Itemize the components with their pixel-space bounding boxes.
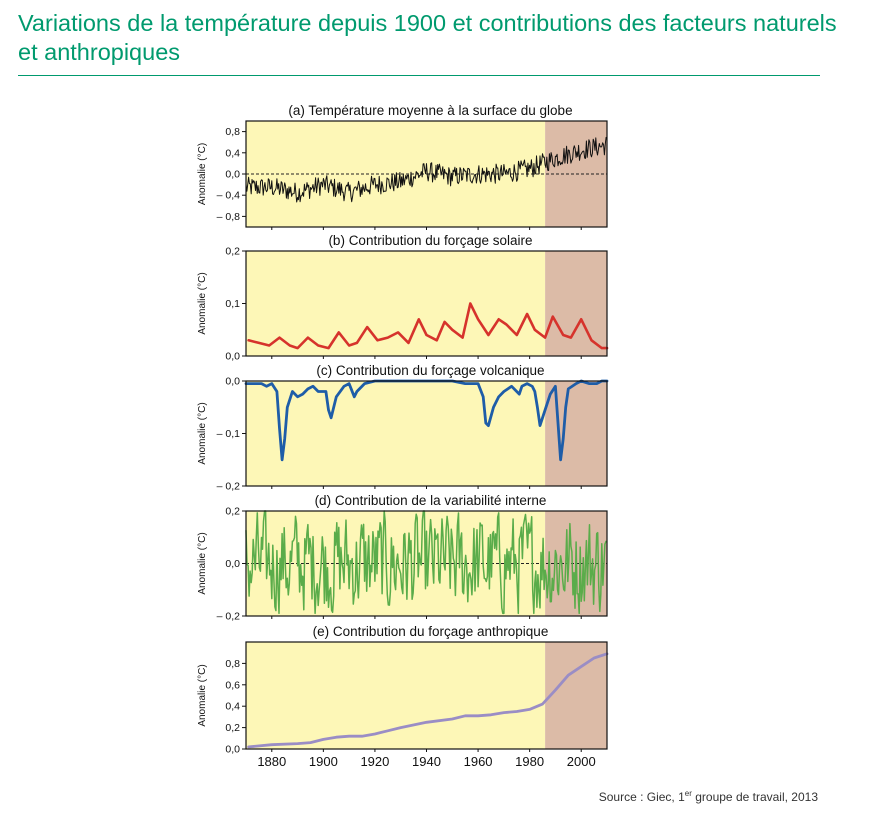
panel-title: (c) Contribution du forçage volcanique — [316, 363, 544, 378]
panel-bg-early — [246, 511, 546, 616]
y-tick-label: 0,8 — [225, 658, 240, 670]
x-tick-label: 1920 — [360, 754, 389, 769]
panel-c: 0,0 – 0,1 – 0,2 (c) Contribution du forçage… — [197, 363, 609, 493]
y-axis-label: Anomalie (°C) — [197, 664, 208, 726]
y-tick-label: 0,4 — [225, 147, 240, 159]
y-axis-label: Anomalie (°C) — [197, 532, 208, 594]
x-tick-label: 1940 — [412, 754, 441, 769]
y-tick-label: – 0,1 — [217, 428, 241, 440]
y-axis-label: Anomalie (°C) — [197, 402, 208, 464]
y-tick-label: 0,8 — [225, 126, 240, 138]
title-divider — [18, 75, 820, 76]
series-line-e — [247, 652, 609, 749]
y-tick-label: 0,2 — [225, 722, 240, 734]
panel-bg-recent — [545, 381, 607, 486]
series-line-a — [245, 136, 608, 203]
y-tick-label: 0,2 — [225, 246, 240, 258]
series-line-b — [247, 302, 609, 350]
x-tick-label: 1960 — [464, 754, 493, 769]
panel-bg-recent — [545, 642, 607, 749]
panel-title: (a) Température moyenne à la surface du … — [288, 103, 572, 118]
y-tick-label: 0,0 — [225, 558, 240, 570]
panel-a: – 0,8 – 0,4 0,0 0,4 0,8 (a) Température moyen… — [197, 103, 608, 230]
y-tick-label: – 0,2 — [217, 611, 241, 623]
source-prefix: Source : Giec, 1 — [598, 790, 685, 804]
source-suffix: groupe de travail, 2013 — [691, 790, 818, 804]
panel-bg-early — [246, 251, 546, 356]
series-line-c — [244, 379, 609, 462]
panel-title: (d) Contribution de la variabilité inter… — [315, 493, 547, 508]
panel-d: – 0,2 0,0 0,2 (d) Contribution de la variab… — [197, 493, 608, 623]
panel-title: (b) Contribution du forçage solaire — [328, 233, 532, 248]
y-tick-label: – 0,8 — [217, 211, 241, 223]
y-tick-label: – 0,2 — [217, 481, 241, 493]
y-tick-label: – 0,4 — [217, 190, 241, 202]
y-tick-label: 0,4 — [225, 701, 240, 713]
x-tick-label: 2000 — [567, 754, 596, 769]
panel-b: 0,0 0,1 0,2 (b) Contribution du forçage sol… — [197, 233, 609, 363]
panel-bg-recent — [545, 251, 607, 356]
page-title: Variations de la température depuis 1900… — [18, 10, 837, 65]
y-axis-label: Anomalie (°C) — [197, 143, 208, 205]
y-tick-label: 0,0 — [225, 351, 240, 363]
panel-title: (e) Contribution du forçage anthropique — [313, 624, 549, 639]
panel-bg-early — [246, 642, 546, 749]
panel-bg-early — [246, 381, 546, 486]
y-axis-label: Anomalie (°C) — [197, 272, 208, 334]
x-tick-label: 1900 — [309, 754, 338, 769]
panel-e: 0,0 0,2 0,4 0,6 0,8 (e) Contribution du força… — [197, 624, 609, 769]
x-tick-label: 1880 — [257, 754, 286, 769]
y-tick-label: 0,6 — [225, 679, 240, 691]
y-tick-label: 0,0 — [225, 376, 240, 388]
y-tick-label: 0,0 — [225, 169, 240, 181]
y-tick-label: 0,0 — [225, 744, 240, 756]
y-tick-label: 0,2 — [225, 506, 240, 518]
series-line-d — [245, 510, 607, 615]
source-note: Source : Giec, 1er groupe de travail, 20… — [599, 789, 818, 804]
y-tick-label: 0,1 — [225, 298, 240, 310]
source-superscript: er — [684, 789, 692, 798]
x-tick-label: 1980 — [515, 754, 544, 769]
